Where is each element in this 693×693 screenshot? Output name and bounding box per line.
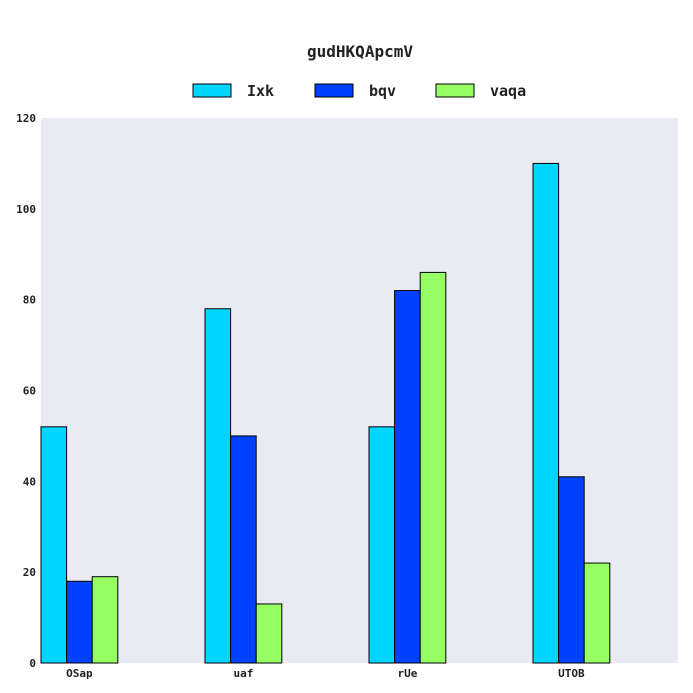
bar-Ixk-rUe (368, 426, 396, 664)
y-tick-label: 120 (16, 112, 36, 125)
y-tick-label: 40 (23, 475, 36, 488)
bar-Ixk-uaf (204, 308, 232, 664)
y-tick-label: 100 (16, 203, 36, 216)
bar-Ixk-OSap (40, 426, 68, 664)
x-tick-label: uaf (233, 667, 253, 680)
x-tick-label: UTOB (558, 667, 585, 680)
legend-label-vaqa: vaqa (490, 82, 526, 100)
y-tick-label: 60 (23, 385, 36, 398)
bar-vaqa-uaf (255, 603, 283, 664)
x-axis-ticks: OSap uaf rUe UTOB (66, 667, 585, 680)
bar-bqv-uaf (230, 435, 257, 664)
y-axis-ticks: 0 20 40 60 80 100 120 (16, 112, 36, 670)
bars-group (40, 162, 611, 664)
legend-label-bqv: bqv (369, 82, 396, 100)
legend-label-Ixk: Ixk (247, 82, 274, 100)
bar-vaqa-OSap (91, 576, 119, 664)
chart-title: gudHKQApcmV (307, 42, 413, 61)
legend-swatch-bqv (314, 83, 354, 98)
bar-bqv-rUe (394, 290, 421, 664)
legend: Ixk bqv vaqa (192, 82, 526, 100)
bar-Ixk-UTOB (532, 162, 560, 664)
legend-swatch-Ixk (192, 83, 232, 98)
legend-swatch-vaqa (435, 83, 475, 98)
x-tick-label: OSap (66, 667, 93, 680)
y-tick-label: 20 (23, 566, 36, 579)
bar-bqv-OSap (66, 580, 93, 664)
bar-vaqa-rUe (419, 271, 447, 664)
y-tick-label: 0 (29, 657, 36, 670)
x-tick-label: rUe (397, 667, 417, 680)
y-tick-label: 80 (23, 294, 36, 307)
bar-bqv-UTOB (558, 476, 585, 664)
bar-vaqa-UTOB (583, 562, 611, 664)
